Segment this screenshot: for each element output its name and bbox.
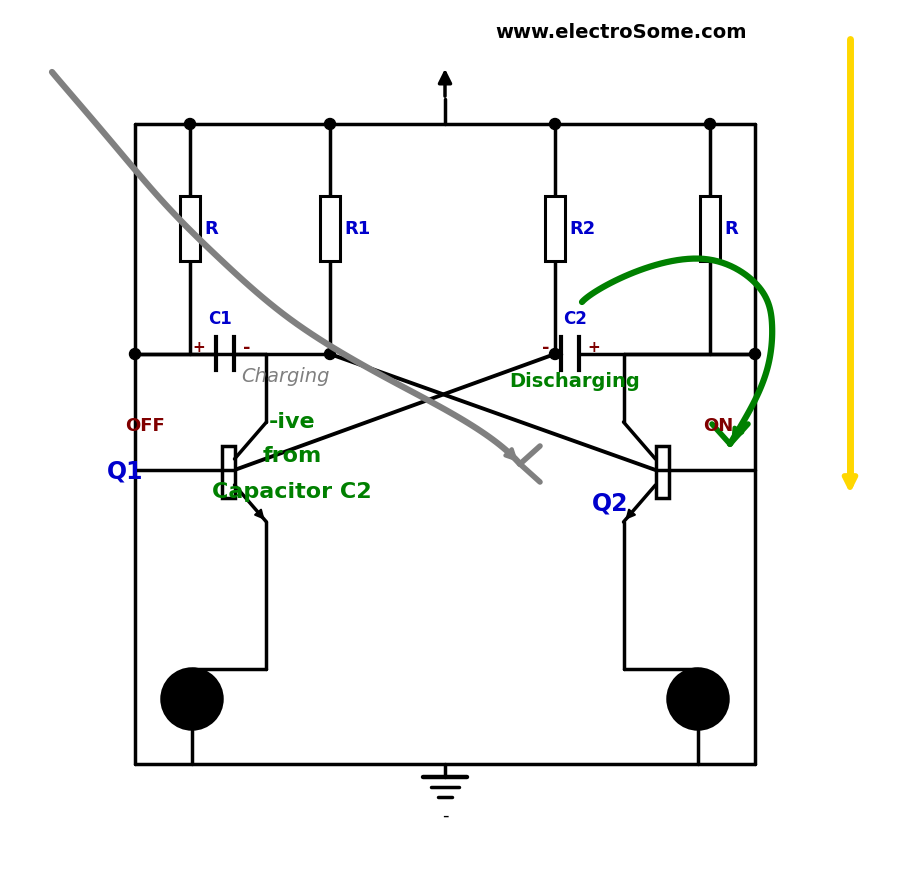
Text: from: from [263, 446, 321, 466]
Text: R: R [724, 220, 738, 238]
Circle shape [550, 119, 561, 130]
Circle shape [130, 349, 140, 359]
Text: OFF: OFF [125, 417, 165, 435]
Text: Charging: Charging [241, 367, 329, 385]
Text: +: + [193, 341, 205, 356]
Text: C2: C2 [563, 310, 587, 328]
Bar [180, 197, 200, 262]
Bar [221, 446, 235, 498]
Text: www.electroSome.com: www.electroSome.com [495, 22, 746, 41]
Circle shape [162, 669, 222, 729]
Circle shape [325, 349, 336, 359]
Circle shape [750, 349, 760, 359]
Text: R2: R2 [569, 220, 595, 238]
Bar [545, 197, 565, 262]
Circle shape [550, 349, 561, 359]
Text: Discharging: Discharging [509, 373, 641, 392]
Text: Q2: Q2 [592, 492, 628, 516]
Text: Capacitor C2: Capacitor C2 [212, 482, 372, 502]
Text: Q1: Q1 [107, 460, 143, 484]
Text: -: - [442, 807, 448, 825]
Text: C1: C1 [208, 310, 232, 328]
Circle shape [705, 119, 716, 130]
Text: R: R [204, 220, 218, 238]
Bar [655, 446, 669, 498]
Circle shape [325, 119, 336, 130]
Text: R1: R1 [344, 220, 370, 238]
Text: -: - [542, 339, 550, 357]
Text: -ive: -ive [269, 412, 315, 432]
Text: +: + [588, 341, 600, 356]
Polygon shape [176, 686, 208, 705]
Text: ON: ON [703, 417, 733, 435]
Bar [700, 197, 720, 262]
Polygon shape [682, 686, 714, 705]
Text: -: - [243, 339, 251, 357]
Circle shape [668, 669, 728, 729]
Circle shape [184, 119, 195, 130]
Bar [320, 197, 340, 262]
